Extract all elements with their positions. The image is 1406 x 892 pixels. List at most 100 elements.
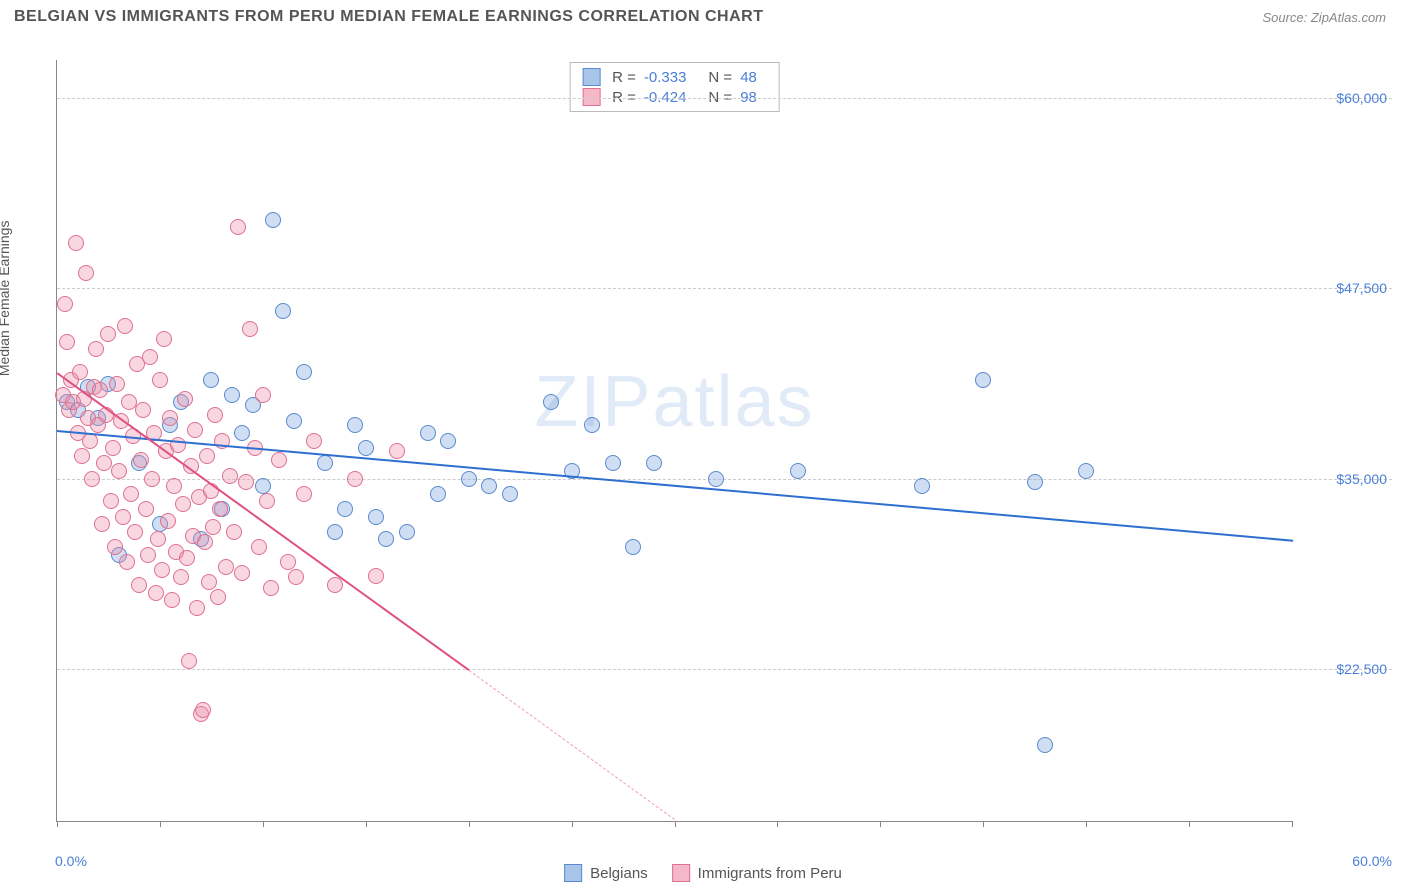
- scatter-point: [148, 585, 164, 601]
- scatter-point: [142, 349, 158, 365]
- x-tick: [880, 821, 881, 827]
- x-tick-label: 0.0%: [55, 853, 87, 869]
- scatter-point: [150, 531, 166, 547]
- y-tick-label: $35,000: [1297, 471, 1387, 487]
- y-tick-label: $60,000: [1297, 90, 1387, 106]
- x-tick: [675, 821, 676, 827]
- scatter-point: [337, 501, 353, 517]
- n-label: N =: [708, 69, 732, 86]
- scatter-point: [177, 391, 193, 407]
- scatter-point: [119, 554, 135, 570]
- scatter-point: [78, 265, 94, 281]
- scatter-point: [207, 407, 223, 423]
- scatter-point: [358, 440, 374, 456]
- scatter-point: [203, 372, 219, 388]
- scatter-point: [605, 455, 621, 471]
- scatter-point: [131, 577, 147, 593]
- scatter-point: [242, 321, 258, 337]
- scatter-point: [255, 478, 271, 494]
- scatter-point: [105, 440, 121, 456]
- scatter-point: [271, 452, 287, 468]
- scatter-point: [88, 341, 104, 357]
- scatter-point: [1037, 737, 1053, 753]
- scatter-point: [195, 702, 211, 718]
- scatter-point: [481, 478, 497, 494]
- scatter-point: [189, 600, 205, 616]
- scatter-point: [378, 531, 394, 547]
- scatter-point: [107, 539, 123, 555]
- scatter-point: [84, 471, 100, 487]
- r-label: R =: [612, 89, 636, 106]
- stats-legend: R = -0.333 N = 48 R = -0.424 N = 98: [569, 62, 780, 112]
- scatter-point: [154, 562, 170, 578]
- grid-line: [57, 669, 1392, 670]
- scatter-point: [173, 569, 189, 585]
- scatter-point: [234, 565, 250, 581]
- scatter-point: [275, 303, 291, 319]
- x-tick: [1292, 821, 1293, 827]
- stats-row-peru: R = -0.424 N = 98: [582, 87, 767, 107]
- watermark: ZIPatlas: [534, 361, 814, 443]
- scatter-point: [162, 410, 178, 426]
- bottom-legend: Belgians Immigrants from Peru: [564, 864, 842, 882]
- swatch-belgians: [564, 864, 582, 882]
- scatter-point: [1027, 474, 1043, 490]
- n-value: 48: [740, 69, 757, 86]
- scatter-point: [133, 452, 149, 468]
- legend-item-belgians: Belgians: [564, 864, 648, 882]
- scatter-point: [327, 577, 343, 593]
- scatter-point: [625, 539, 641, 555]
- scatter-point: [502, 486, 518, 502]
- scatter-point: [187, 422, 203, 438]
- y-tick-label: $22,500: [1297, 661, 1387, 677]
- r-value: -0.424: [644, 89, 687, 106]
- scatter-point: [109, 376, 125, 392]
- trend-line: [469, 670, 676, 820]
- scatter-point: [708, 471, 724, 487]
- scatter-point: [306, 433, 322, 449]
- scatter-point: [199, 448, 215, 464]
- scatter-point: [347, 471, 363, 487]
- scatter-point: [72, 364, 88, 380]
- scatter-point: [68, 235, 84, 251]
- scatter-point: [100, 326, 116, 342]
- scatter-point: [205, 519, 221, 535]
- scatter-point: [296, 486, 312, 502]
- r-label: R =: [612, 69, 636, 86]
- scatter-point: [265, 212, 281, 228]
- scatter-point: [135, 402, 151, 418]
- scatter-point: [914, 478, 930, 494]
- scatter-point: [584, 417, 600, 433]
- x-tick: [983, 821, 984, 827]
- scatter-point: [975, 372, 991, 388]
- scatter-point: [543, 394, 559, 410]
- chart-title: BELGIAN VS IMMIGRANTS FROM PERU MEDIAN F…: [14, 8, 763, 26]
- scatter-point: [399, 524, 415, 540]
- scatter-point: [140, 547, 156, 563]
- scatter-point: [152, 372, 168, 388]
- scatter-point: [234, 425, 250, 441]
- scatter-point: [212, 501, 228, 517]
- stats-row-belgians: R = -0.333 N = 48: [582, 67, 767, 87]
- scatter-point: [74, 448, 90, 464]
- scatter-point: [259, 493, 275, 509]
- scatter-point: [166, 478, 182, 494]
- scatter-point: [156, 331, 172, 347]
- scatter-point: [286, 413, 302, 429]
- chart-header: BELGIAN VS IMMIGRANTS FROM PERU MEDIAN F…: [0, 0, 1406, 26]
- chart-container: Median Female Earnings ZIPatlas R = -0.3…: [14, 40, 1392, 852]
- scatter-point: [94, 516, 110, 532]
- scatter-point: [389, 443, 405, 459]
- legend-label: Immigrants from Peru: [698, 865, 842, 882]
- scatter-point: [790, 463, 806, 479]
- scatter-point: [296, 364, 312, 380]
- x-tick: [777, 821, 778, 827]
- x-tick: [160, 821, 161, 827]
- scatter-point: [179, 550, 195, 566]
- scatter-point: [127, 524, 143, 540]
- scatter-point: [103, 493, 119, 509]
- scatter-point: [197, 534, 213, 550]
- scatter-point: [420, 425, 436, 441]
- scatter-point: [226, 524, 242, 540]
- scatter-point: [327, 524, 343, 540]
